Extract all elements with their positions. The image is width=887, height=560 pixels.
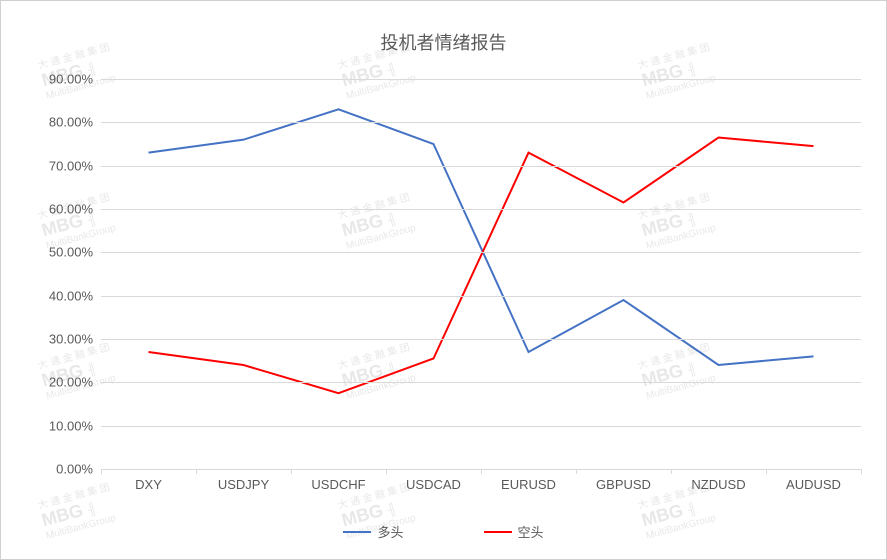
legend-item-long: 多头 [343,522,403,541]
legend-label-long: 多头 [377,522,403,541]
y-axis-label: 10.00% [49,418,93,433]
series-line-0 [149,109,814,365]
x-tick [576,469,577,474]
chart-title: 投机者情绪报告 [1,29,886,55]
gridline [101,252,861,253]
chart-lines [101,79,861,469]
gridline [101,382,861,383]
x-axis-label: NZDUSD [691,477,745,492]
sentiment-chart: 大 通 金 融 集 团MBG ╢MultiBankGroup大 通 金 融 集 … [0,0,887,560]
gridline [101,79,861,80]
legend: 多头 空头 [1,522,886,541]
series-line-1 [149,138,814,394]
y-axis-label: 60.00% [49,202,93,217]
y-axis-label: 40.00% [49,288,93,303]
x-tick [481,469,482,474]
y-axis-label: 70.00% [49,158,93,173]
gridline [101,296,861,297]
x-tick [861,469,862,474]
x-tick [671,469,672,474]
gridline [101,122,861,123]
legend-swatch-long [343,531,371,533]
x-axis-label: EURUSD [501,477,556,492]
x-tick [196,469,197,474]
legend-swatch-short [484,531,512,533]
y-axis-label: 0.00% [56,462,93,477]
legend-item-short: 空头 [484,522,544,541]
x-axis-label: GBPUSD [596,477,651,492]
x-axis-label: USDCAD [406,477,461,492]
y-axis-label: 30.00% [49,332,93,347]
x-tick [101,469,102,474]
x-axis-label: USDJPY [218,477,269,492]
x-tick [386,469,387,474]
y-axis-label: 20.00% [49,375,93,390]
x-axis-label: DXY [135,477,162,492]
gridline [101,339,861,340]
x-axis-label: AUDUSD [786,477,841,492]
legend-label-short: 空头 [518,522,544,541]
x-tick [291,469,292,474]
gridline [101,209,861,210]
y-axis-label: 80.00% [49,115,93,130]
gridline [101,166,861,167]
x-tick [766,469,767,474]
y-axis-label: 50.00% [49,245,93,260]
gridline [101,426,861,427]
y-axis-label: 90.00% [49,72,93,87]
x-axis-label: USDCHF [311,477,365,492]
plot-area: 0.00%10.00%20.00%30.00%40.00%50.00%60.00… [101,79,861,469]
